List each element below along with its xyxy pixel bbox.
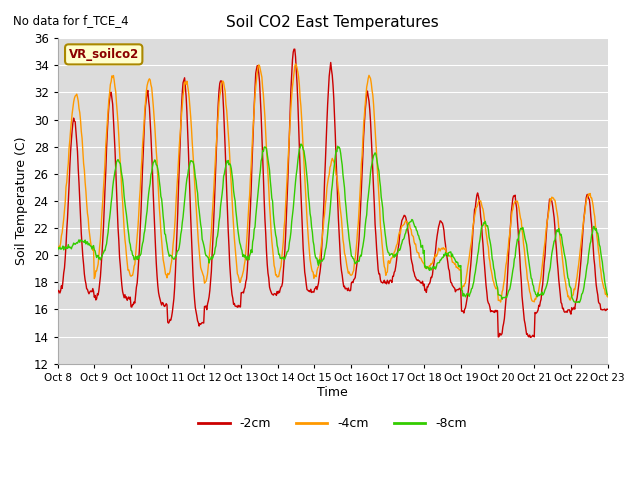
Text: VR_soilco2: VR_soilco2 (68, 48, 139, 61)
Text: No data for f_TCE_4: No data for f_TCE_4 (13, 14, 129, 27)
Legend: -2cm, -4cm, -8cm: -2cm, -4cm, -8cm (193, 412, 472, 435)
Y-axis label: Soil Temperature (C): Soil Temperature (C) (15, 137, 28, 265)
Title: Soil CO2 East Temperatures: Soil CO2 East Temperatures (227, 15, 439, 30)
X-axis label: Time: Time (317, 385, 348, 398)
